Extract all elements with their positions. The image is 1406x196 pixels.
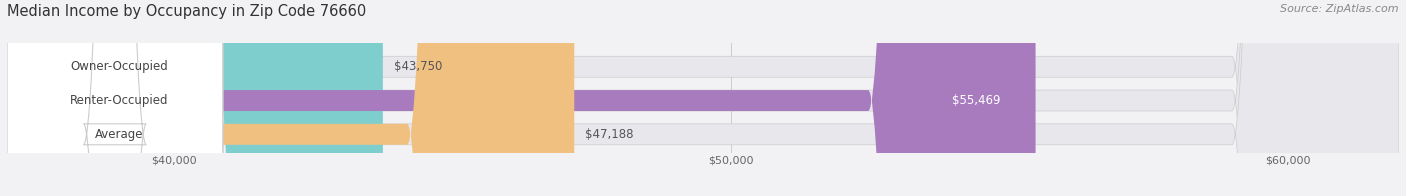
Text: Renter-Occupied: Renter-Occupied (70, 94, 169, 107)
FancyBboxPatch shape (7, 0, 574, 196)
FancyBboxPatch shape (7, 0, 222, 196)
Text: $47,188: $47,188 (585, 128, 634, 141)
FancyBboxPatch shape (7, 0, 222, 196)
FancyBboxPatch shape (7, 0, 1399, 196)
FancyBboxPatch shape (7, 0, 1399, 196)
FancyBboxPatch shape (7, 0, 1035, 196)
FancyBboxPatch shape (7, 0, 382, 196)
Text: Median Income by Occupancy in Zip Code 76660: Median Income by Occupancy in Zip Code 7… (7, 4, 367, 19)
FancyBboxPatch shape (917, 0, 1035, 196)
FancyBboxPatch shape (7, 0, 1399, 196)
Text: $43,750: $43,750 (394, 60, 443, 73)
Text: Source: ZipAtlas.com: Source: ZipAtlas.com (1281, 4, 1399, 14)
FancyBboxPatch shape (7, 0, 222, 196)
Text: Owner-Occupied: Owner-Occupied (70, 60, 169, 73)
Text: $55,469: $55,469 (952, 94, 1001, 107)
Text: Average: Average (96, 128, 143, 141)
